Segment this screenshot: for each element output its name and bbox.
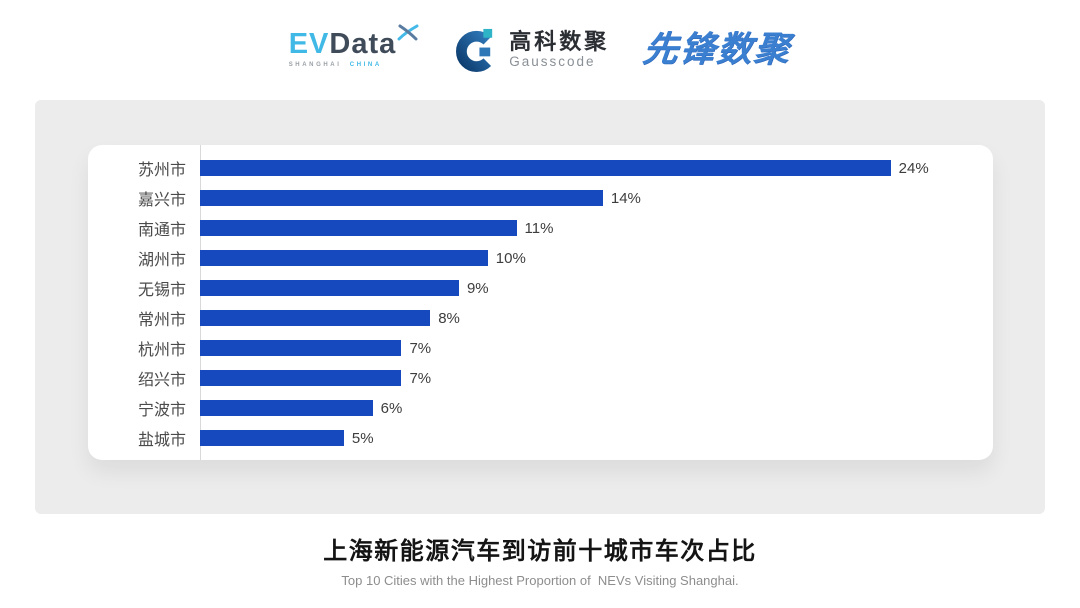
evdata-wordmark: EV Data [288,24,420,60]
category-label: 宁波市 [137,402,186,419]
evdata-ev-text: EV [288,28,330,60]
bar-track: 14% [200,190,977,207]
value-label: 7% [409,339,432,357]
gausscode-wordmark: 高科数聚 Gausscode [509,29,609,69]
category-label: 苏州市 [137,162,186,179]
bar [200,250,488,266]
gausscode-logo: 高科数聚 Gausscode [453,26,609,73]
category-label: 湖州市 [137,252,186,269]
value-label: 24% [898,159,929,177]
category-label: 南通市 [137,222,186,239]
bar-track: 8% [200,310,977,327]
bar-row: 嘉兴市 14% [88,183,977,213]
bar-row: 盐城市 5% [88,423,977,453]
bar-row: 常州市 8% [88,303,977,333]
y-axis-line [200,145,201,460]
bar-row: 湖州市 10% [88,243,977,273]
bar-track: 5% [200,430,977,447]
value-label: 14% [610,189,641,207]
gausscode-en-text: Gausscode [509,54,596,70]
bar [200,160,891,176]
value-label: 6% [380,399,403,417]
bar-track: 7% [200,340,977,357]
category-label: 嘉兴市 [137,192,186,209]
bar-track: 9% [200,280,977,297]
category-label: 盐城市 [137,432,186,449]
value-label: 8% [438,309,460,327]
evdata-logo: EV Data SHANGHAI CHINA [288,24,420,68]
bar [200,340,402,356]
evdata-china-text: CHINA [349,62,382,68]
bar-row: 绍兴市 7% [88,363,977,393]
evdata-shanghai-text: SHANGHAI [288,62,342,68]
gausscode-cn-text: 高科数聚 [509,28,610,54]
category-label: 绍兴市 [137,372,186,389]
xianfeng-logo: 先锋数聚 [641,29,794,69]
bar-row: 杭州市 7% [88,333,977,363]
bar [200,220,517,236]
value-label: 10% [495,249,526,267]
category-label: 无锡市 [137,282,186,299]
chart-panel: 苏州市 24% 嘉兴市 14% 南通市 11% 湖州市 10% 无锡市 9% 常州市 8% 杭州市 7% 绍… [35,100,1045,514]
bar-track: 24% [200,160,977,177]
bar-row: 无锡市 9% [88,273,977,303]
bar-row: 苏州市 24% [88,153,977,183]
logo-bar: EV Data SHANGHAI CHINA [0,16,1080,82]
bar [200,190,603,206]
bar-track: 6% [200,400,977,417]
chart-card: 苏州市 24% 嘉兴市 14% 南通市 11% 湖州市 10% 无锡市 9% 常州市 8% 杭州市 7% 绍… [88,145,993,460]
chart-title: 上海新能源汽车到访前十城市车次占比 [323,538,757,565]
bar [200,400,373,416]
value-label: 11% [524,219,554,237]
evdata-data-text: Data [329,28,397,60]
category-label: 常州市 [137,312,186,329]
bar-track: 10% [200,250,977,267]
chart-subtitle: Top 10 Cities with the Highest Proportio… [341,573,739,588]
bar [200,430,344,446]
bar-row: 宁波市 6% [88,393,977,423]
bar-track: 7% [200,370,977,387]
value-label: 7% [409,369,432,387]
bar-row: 南通市 11% [88,213,977,243]
category-label: 杭州市 [137,342,186,359]
gausscode-g-icon [456,28,493,72]
xianfeng-text: 先锋数聚 [641,29,794,69]
bar-chart: 苏州市 24% 嘉兴市 14% 南通市 11% 湖州市 10% 无锡市 9% 常州市 8% 杭州市 7% 绍… [88,153,977,453]
bar [200,370,402,386]
evdata-subtitle: SHANGHAI CHINA [289,62,382,68]
value-label: 9% [466,279,489,297]
value-label: 5% [351,429,374,447]
bar [200,280,459,296]
bar-track: 11% [200,220,977,237]
bar [200,310,431,326]
evdata-x-icon [397,24,419,41]
caption: 上海新能源汽车到访前十城市车次占比 Top 10 Cities with the… [0,531,1080,588]
